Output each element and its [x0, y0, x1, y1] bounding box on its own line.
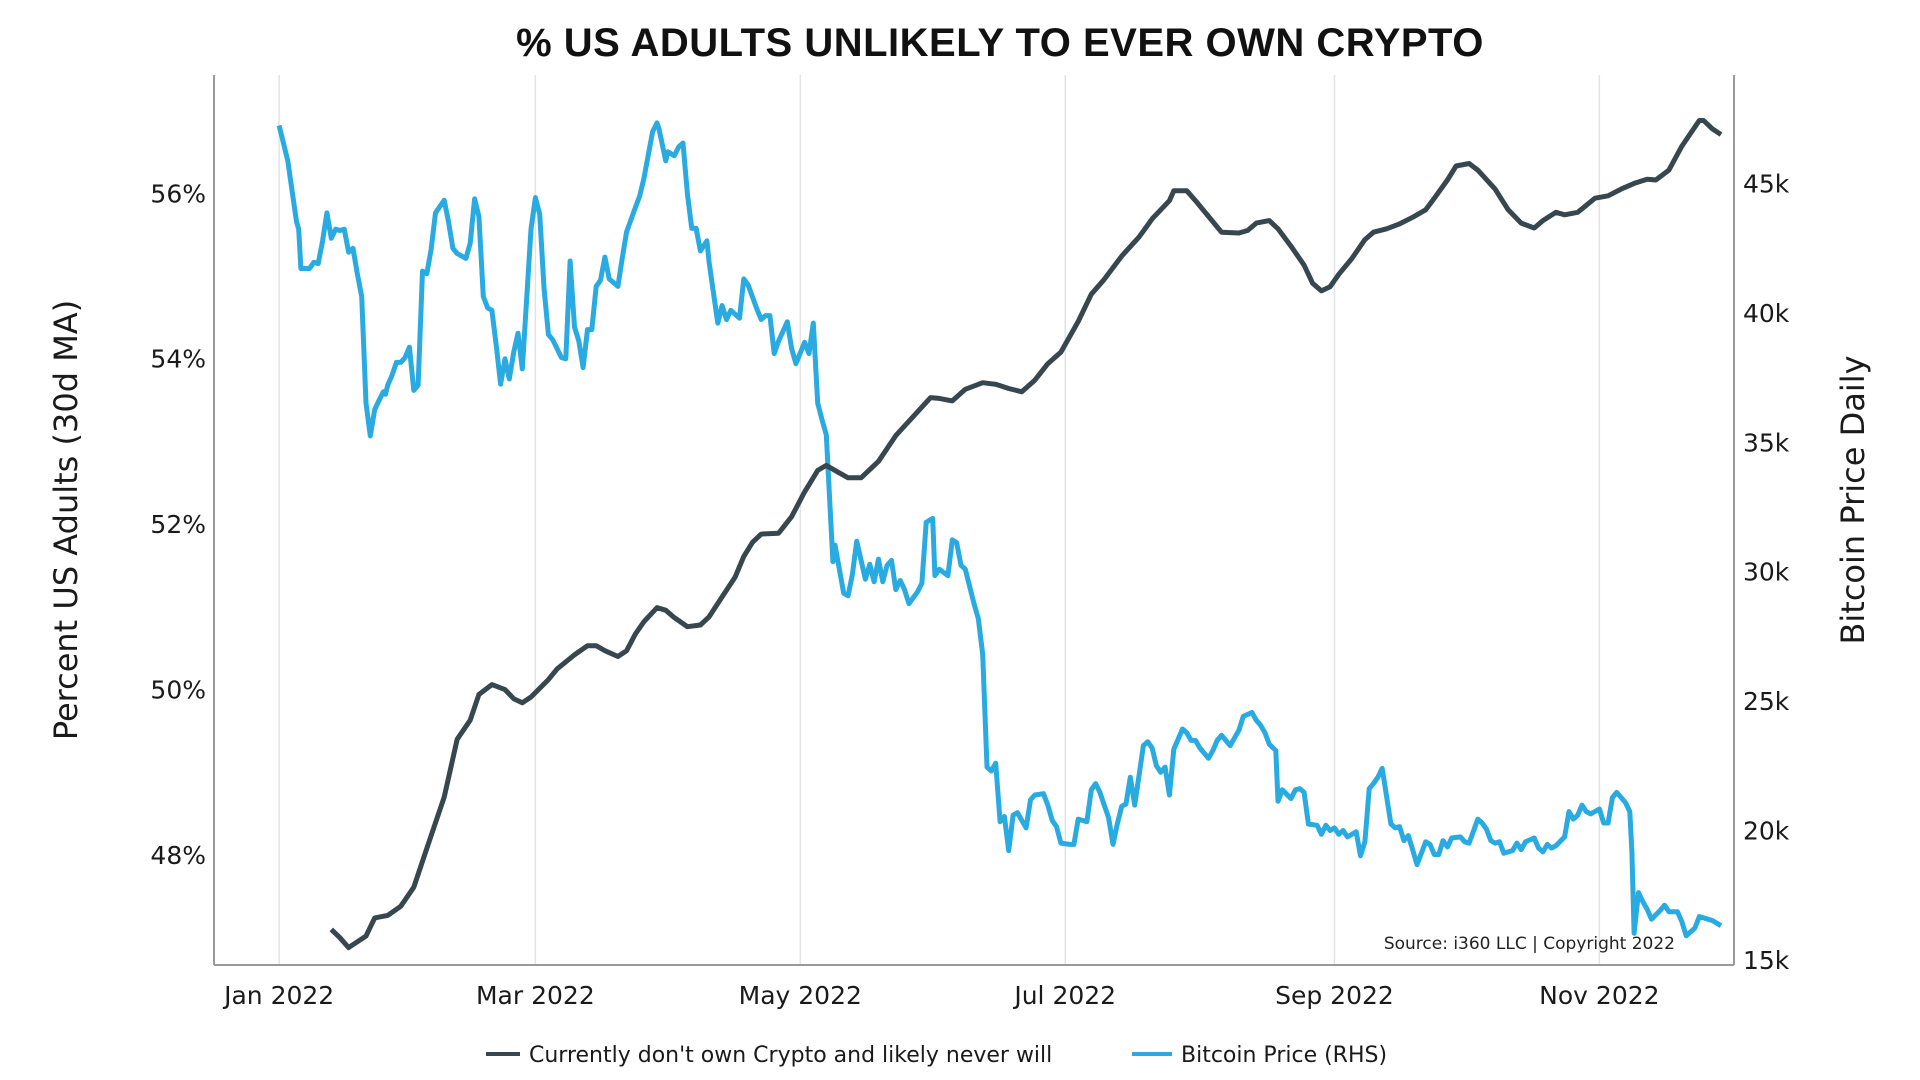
legend-label-bitcoin: Bitcoin Price (RHS) — [1181, 1043, 1387, 1068]
source-note: Source: i360 LLC | Copyright 2022 — [1384, 934, 1675, 954]
y2-tick-label: 40k — [1743, 299, 1790, 328]
x-tick-label: Nov 2022 — [1539, 981, 1659, 1010]
series-line-ownership — [329, 118, 1723, 951]
chart-title: % US ADULTS UNLIKELY TO EVER OWN CRYPTO — [516, 21, 1484, 65]
x-tick-labels: Jan 2022 Mar 2022 May 2022 Jul 2022 Sep 2022… — [222, 981, 1659, 1010]
y2-tick-label: 30k — [1743, 558, 1790, 587]
x-tick-label: Sep 2022 — [1275, 981, 1394, 1010]
y2-tick-labels: 15k 20k 25k 30k 35k 40k 45k — [1743, 170, 1790, 975]
x-tick-label: Jul 2022 — [1012, 981, 1116, 1010]
x-tick-label: Mar 2022 — [476, 981, 595, 1010]
y-tick-label: 54% — [150, 345, 206, 374]
y2-tick-label: 25k — [1743, 687, 1790, 716]
y-axis-title: Percent US Adults (30d MA) — [47, 300, 85, 740]
series-line-bitcoin — [276, 120, 1723, 939]
y-tick-label: 56% — [150, 179, 206, 208]
y-tick-label: 48% — [150, 841, 206, 870]
legend-label-ownership: Currently don't own Crypto and likely ne… — [529, 1043, 1052, 1068]
x-tick-label: May 2022 — [739, 981, 862, 1010]
y2-tick-label: 20k — [1743, 816, 1790, 845]
y2-tick-label: 45k — [1743, 170, 1790, 199]
x-tick-label: Jan 2022 — [222, 981, 334, 1010]
series-group — [276, 118, 1723, 951]
y-tick-label: 50% — [150, 676, 206, 705]
y2-tick-label: 35k — [1743, 428, 1790, 457]
x-gridlines — [278, 75, 1601, 965]
y2-axis-title: Bitcoin Price Daily — [1834, 355, 1872, 644]
y-tick-labels: 48% 50% 52% 54% 56% — [150, 179, 206, 870]
y-tick-label: 52% — [150, 510, 206, 539]
y2-tick-label: 15k — [1743, 946, 1790, 975]
legend: Currently don't own Crypto and likely ne… — [486, 1043, 1387, 1068]
